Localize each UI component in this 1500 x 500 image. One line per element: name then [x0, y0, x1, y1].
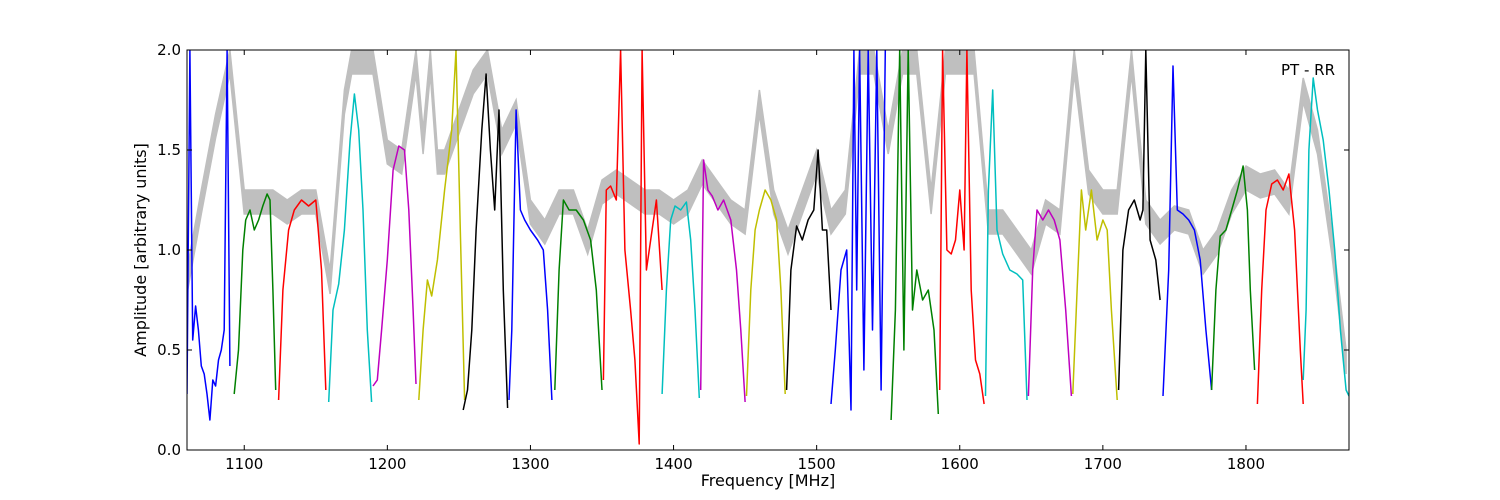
series-line-19: [1027, 209, 1073, 397]
series-line-17: [938, 50, 985, 405]
series-line-25: [1302, 77, 1349, 397]
x-tick-label: 1200: [368, 455, 406, 473]
x-tick-label: 1700: [1084, 455, 1122, 473]
series-line-12: [699, 159, 746, 403]
y-tick-label: 0.5: [157, 341, 181, 359]
series-line-22: [1162, 65, 1213, 397]
y-tick-label: 1.0: [157, 241, 181, 259]
series-line-2: [233, 193, 277, 395]
x-axis: 1100 1200 1300 1400 1500 1600 1700 1800: [225, 50, 1265, 473]
x-axis-label: Frequency [MHz]: [701, 471, 835, 490]
series-line-13: [745, 189, 786, 397]
x-tick-label: 1400: [654, 455, 692, 473]
series-line-1: [187, 50, 231, 421]
series-line-8: [508, 109, 553, 401]
series-line-16: [890, 50, 940, 421]
y-tick-label: 1.5: [157, 141, 181, 159]
x-tick-label: 1600: [941, 455, 979, 473]
series-line-9: [554, 199, 603, 391]
y-axis-label: Amplitude [arbitrary units]: [131, 143, 150, 357]
series-line-15: [830, 50, 887, 411]
series-line-18: [984, 89, 1028, 401]
series-line-3: [277, 199, 327, 401]
y-tick-label: 0.0: [157, 441, 181, 459]
series-layer: [187, 50, 1349, 445]
series-line-20: [1072, 189, 1118, 401]
x-tick-label: 1500: [798, 455, 836, 473]
series-line-5: [372, 145, 417, 387]
series-line-14: [785, 149, 832, 391]
x-tick-label: 1300: [511, 455, 549, 473]
x-tick-label: 1800: [1227, 455, 1265, 473]
series-line-23: [1210, 165, 1256, 391]
series-line-6: [418, 50, 466, 401]
y-tick-label: 2.0: [157, 41, 181, 59]
series-line-11: [661, 201, 701, 399]
series-line-24: [1256, 173, 1304, 405]
series-line-21: [1117, 50, 1161, 391]
y-axis: 0.0 0.5 1.0 1.5 2.0: [157, 41, 1349, 459]
background-band-layer: [187, 50, 1347, 375]
x-tick-label: 1100: [225, 455, 263, 473]
series-line-4: [327, 93, 373, 403]
annotation-label: PT - RR: [1281, 61, 1335, 79]
series-line-10: [602, 50, 663, 445]
series-line-7: [462, 73, 509, 411]
background-band: [187, 50, 1347, 375]
